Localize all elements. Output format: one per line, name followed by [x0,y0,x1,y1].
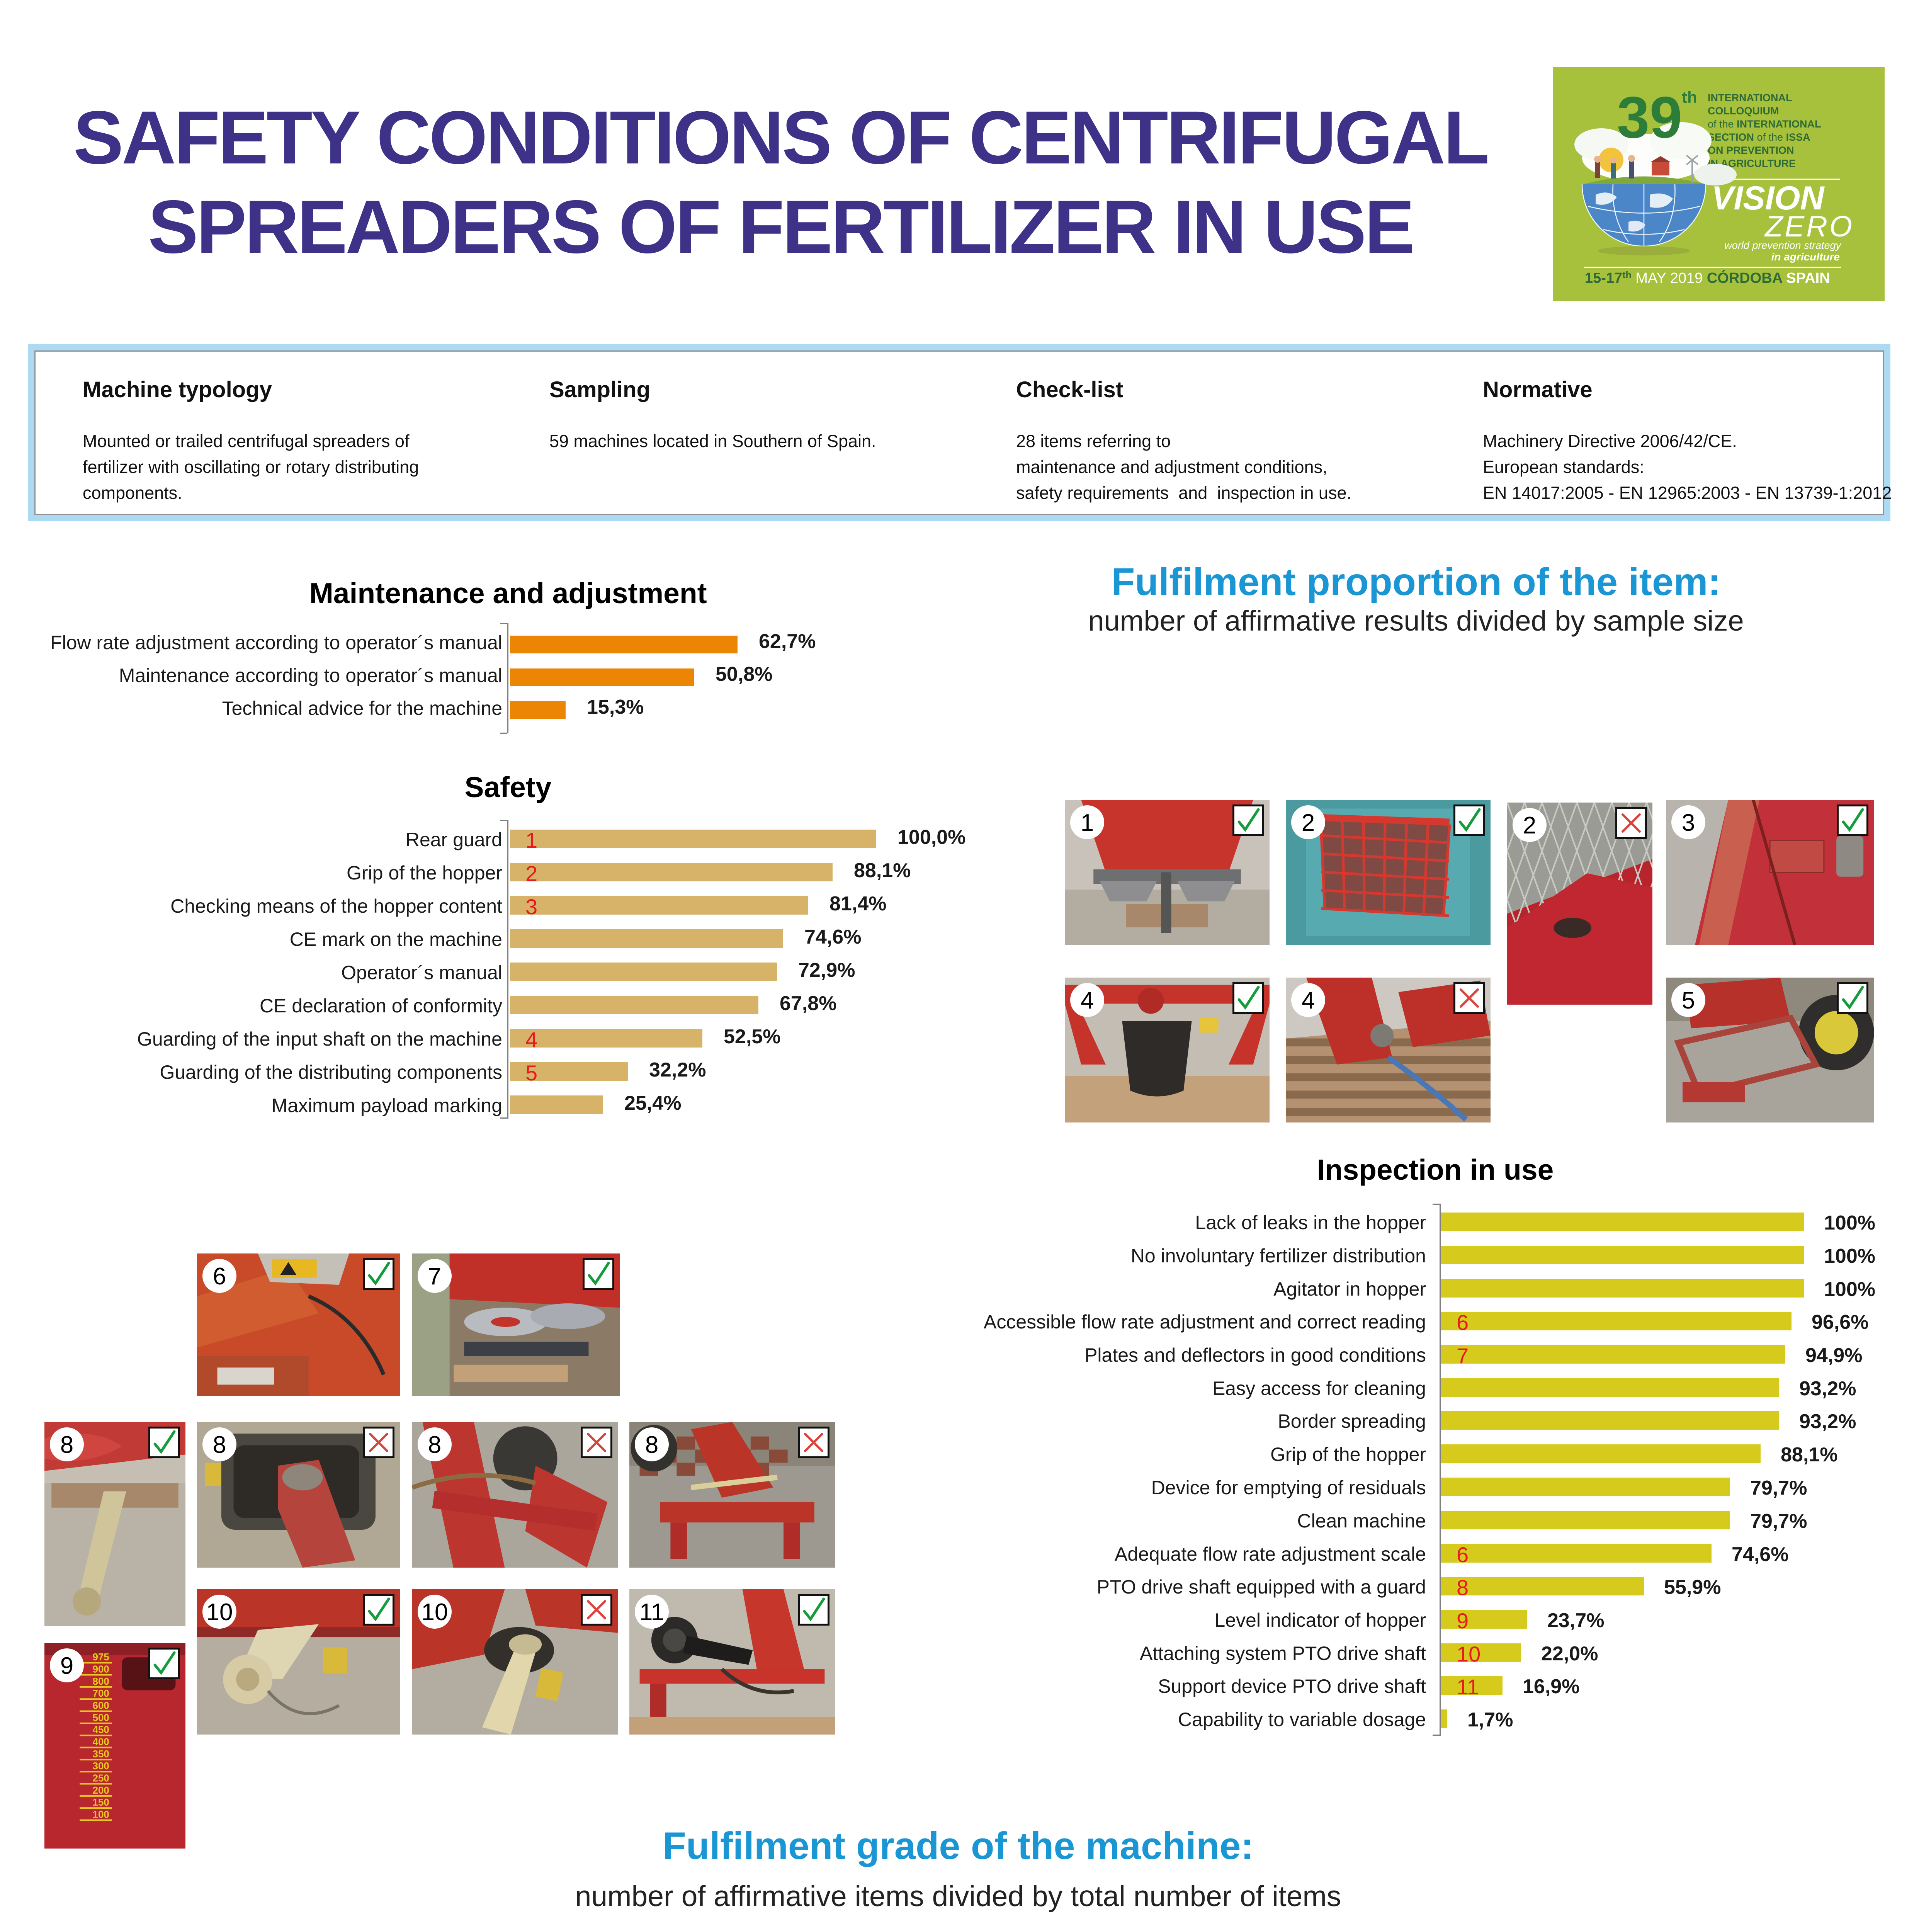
svg-text:world prevention strategy: world prevention strategy [1724,240,1841,251]
svg-text:in agriculture: in agriculture [1771,251,1840,263]
svg-text:500: 500 [93,1712,109,1723]
svg-text:600: 600 [93,1700,109,1711]
svg-text:15-17th MAY 2019 CÓRDOBA SPAIN: 15-17th MAY 2019 CÓRDOBA SPAIN [1585,269,1830,286]
svg-text:800: 800 [93,1675,109,1687]
svg-text:150: 150 [93,1796,109,1808]
svg-text:th: th [1682,88,1697,106]
svg-text:200: 200 [93,1784,109,1796]
svg-text:39: 39 [1617,85,1682,150]
svg-text:700: 700 [93,1687,109,1699]
svg-text:100: 100 [93,1808,109,1820]
svg-text:250: 250 [93,1772,109,1784]
svg-text:900: 900 [93,1663,109,1675]
svg-text:ZERO: ZERO [1764,210,1854,243]
svg-text:INTERNATIONAL: INTERNATIONAL [1708,92,1792,104]
svg-text:SECTION of the ISSA: SECTION of the ISSA [1708,131,1810,143]
svg-text:400: 400 [93,1736,109,1748]
svg-text:of the INTERNATIONAL: of the INTERNATIONAL [1708,118,1821,130]
svg-text:COLLOQUIUM: COLLOQUIUM [1708,105,1779,117]
svg-text:975: 975 [93,1651,109,1663]
svg-text:300: 300 [93,1760,109,1772]
svg-text:350: 350 [93,1748,109,1760]
svg-text:VISION: VISION [1712,180,1825,217]
svg-text:450: 450 [93,1724,109,1735]
svg-text:ON PREVENTION: ON PREVENTION [1708,145,1794,156]
